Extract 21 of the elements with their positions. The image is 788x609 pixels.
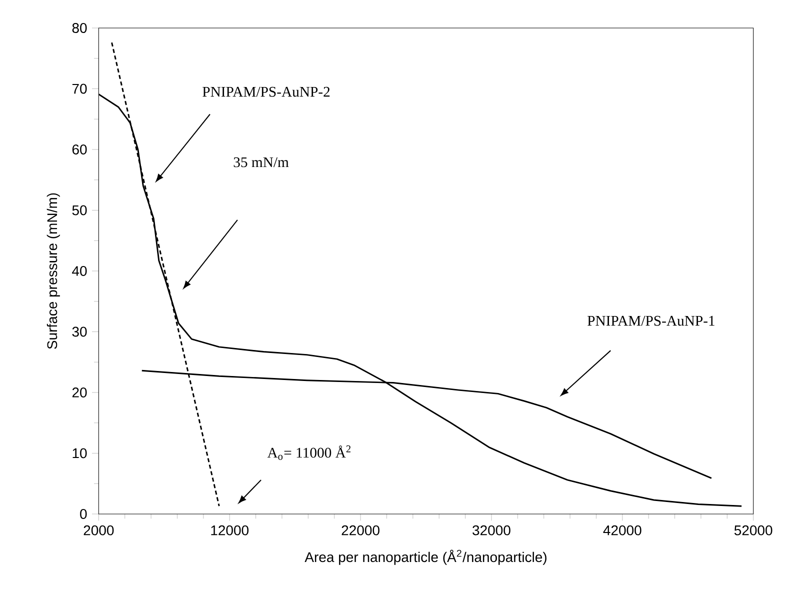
x-tick-label: 32000 [472,525,510,536]
annotation: 35 mN/m [234,157,289,168]
y-tick-label: 0 [80,509,87,519]
x-tick-label: 2000 [84,525,114,536]
y-tick-label: 80 [72,23,87,33]
annotation: A$_{o}$= 11000 Å$^{2}$ [267,445,350,460]
x-axis-title: Area per nanoparticle (Å$^{2}$/nanoparticle) [304,550,546,565]
annotation: PNIPAM/PS-AuNP-2 [202,86,330,97]
y-tick-label: 50 [72,205,87,216]
y-tick-label: 20 [72,388,87,398]
y-tick-label: 10 [72,448,87,458]
y-tick-label: 40 [72,266,87,276]
y-axis-title: Surface pressure (mN/m) [46,193,60,349]
y-tick-label: 30 [72,326,87,337]
y-tick-label: 60 [72,144,87,154]
x-tick-label: 12000 [211,525,249,536]
y-tick-label: 70 [72,84,87,94]
annotation: PNIPAM/PS-AuNP-1 [588,316,714,326]
x-tick-label: 22000 [342,525,380,536]
x-tick-label: 42000 [603,525,642,536]
x-tick-label: 52000 [734,525,772,536]
